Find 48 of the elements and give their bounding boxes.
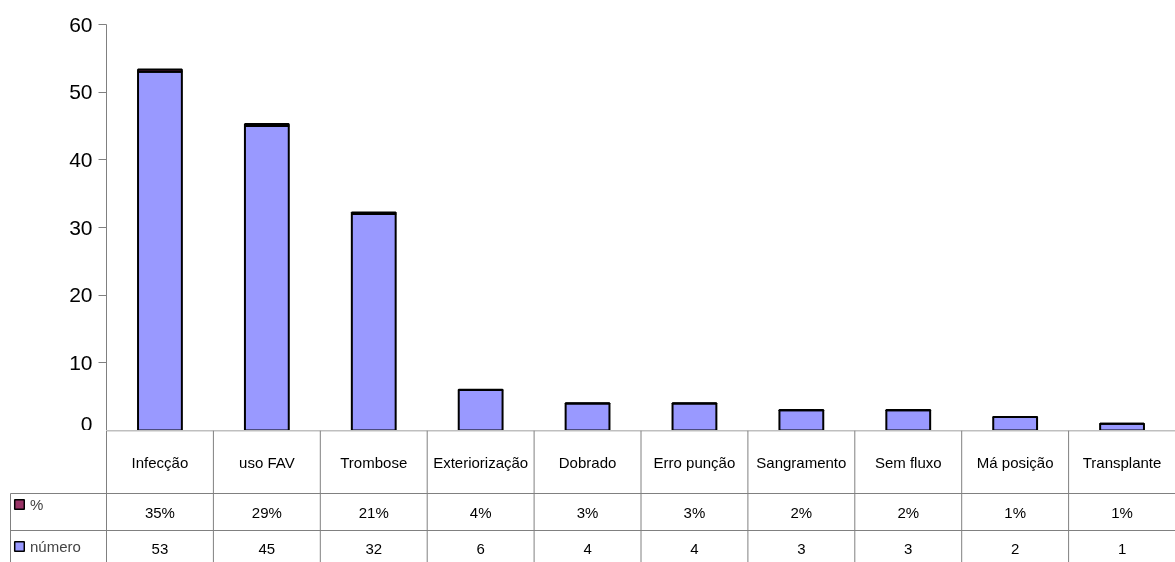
data-label: 32	[365, 540, 383, 557]
data-label: 4	[690, 540, 699, 557]
data-label: 29%	[251, 503, 282, 521]
data-label: 1%	[1004, 503, 1026, 521]
legend-label: %	[30, 495, 45, 513]
data-label: 3%	[683, 503, 706, 521]
x-tick-label: Sangramento	[756, 453, 847, 471]
bar	[243, 125, 290, 430]
y-tick-label: 40	[69, 147, 93, 171]
data-label: 53	[151, 540, 169, 557]
x-tick-label: Sem fluxo	[874, 453, 942, 471]
bar	[992, 415, 1039, 430]
x-tick-label: Transplante	[1082, 453, 1162, 471]
data-label: 1%	[1111, 503, 1133, 521]
x-tick-label: uso FAV	[239, 453, 295, 471]
bar	[137, 70, 183, 430]
data-label: 2%	[790, 503, 813, 521]
bar	[350, 212, 397, 430]
x-tick-label: Trombose	[340, 453, 408, 471]
y-tick-label: 0	[80, 411, 93, 435]
data-label: 1	[1117, 540, 1127, 557]
x-tick-label: Exteriorização	[433, 453, 529, 471]
x-tick-label: Infecção	[131, 453, 189, 471]
y-tick-label: 20	[69, 283, 93, 307]
data-label: 4%	[469, 503, 492, 521]
x-tick-label: Dobrado	[558, 453, 617, 471]
data-label: 6	[476, 540, 485, 557]
data-label: 3	[797, 540, 806, 557]
y-tick-label: 60	[69, 12, 93, 36]
data-label: 2%	[897, 503, 920, 521]
data-label: 3	[904, 540, 913, 557]
bar	[885, 409, 932, 430]
data-label: 45	[258, 540, 276, 557]
bar	[671, 402, 718, 430]
data-label: 35%	[144, 503, 175, 521]
legend-label: número	[30, 537, 81, 555]
bar	[778, 409, 825, 430]
y-tick-label: 10	[69, 350, 93, 374]
x-tick-label: Má posição	[976, 453, 1054, 471]
bar	[564, 402, 611, 430]
data-label: 2	[1010, 540, 1020, 557]
data-label: 3%	[576, 503, 599, 521]
y-tick-label: 30	[69, 215, 93, 239]
bar	[457, 388, 504, 430]
x-tick-label: Erro punção	[653, 453, 736, 471]
y-tick-label: 50	[69, 80, 93, 104]
data-label: 4	[583, 540, 592, 557]
data-label: 21%	[358, 503, 389, 521]
